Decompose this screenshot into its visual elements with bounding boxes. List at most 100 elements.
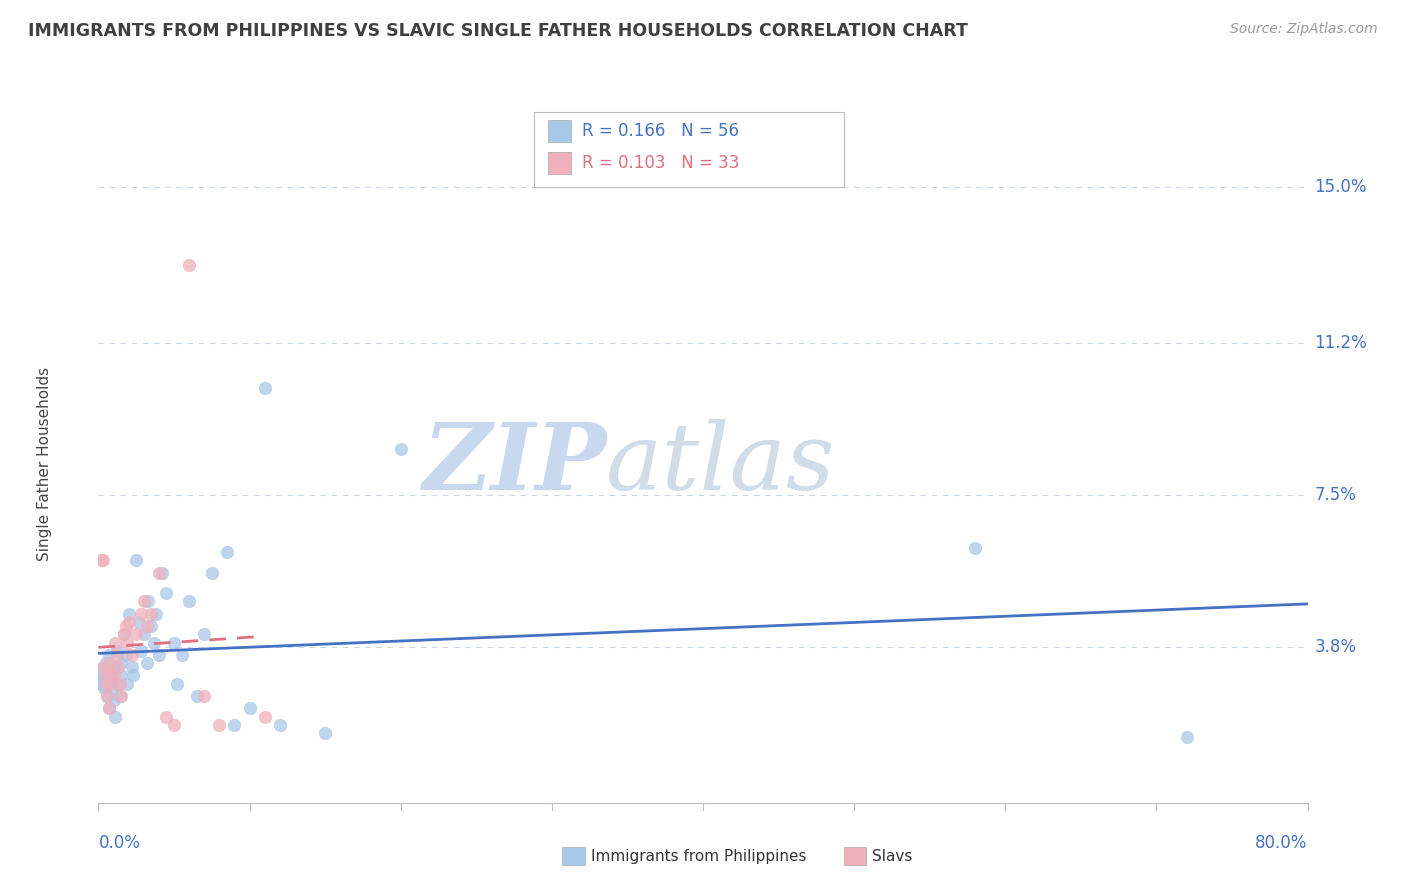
Point (141, 619, 163, 633)
Point (93, 668, 115, 682)
Point (112, 627, 135, 641)
Point (105, 644, 128, 658)
Point (239, 701, 262, 715)
Point (108, 676, 131, 690)
Point (129, 607, 152, 621)
Point (163, 635, 186, 649)
Text: R = 0.166   N = 56: R = 0.166 N = 56 (582, 122, 740, 140)
Point (110, 656, 132, 670)
Point (94, 676, 117, 690)
Point (135, 656, 157, 670)
Point (132, 594, 155, 608)
Point (208, 717, 231, 731)
Point (101, 681, 124, 695)
Point (107, 660, 129, 674)
Point (148, 648, 170, 662)
Point (112, 627, 135, 641)
Text: 15.0%: 15.0% (1315, 178, 1367, 195)
Point (115, 635, 138, 649)
Point (121, 648, 143, 662)
Point (193, 689, 215, 703)
Point (101, 676, 124, 690)
Point (91, 660, 114, 674)
Point (103, 668, 125, 682)
Point (148, 566, 170, 580)
Point (94, 656, 117, 670)
Point (90, 676, 112, 690)
Text: 11.2%: 11.2% (1315, 334, 1368, 351)
Text: Source: ZipAtlas.com: Source: ZipAtlas.com (1230, 22, 1378, 37)
Point (1175, 730, 1198, 744)
Point (143, 635, 166, 649)
Point (98, 648, 121, 662)
Point (125, 553, 148, 567)
Point (150, 566, 173, 580)
Point (163, 717, 186, 731)
Point (90, 553, 112, 567)
Text: 0.0%: 0.0% (98, 834, 141, 852)
Point (91, 553, 114, 567)
Point (136, 594, 159, 608)
Text: Immigrants from Philippines: Immigrants from Philippines (591, 849, 806, 863)
Point (118, 607, 141, 621)
Point (145, 607, 167, 621)
Point (96, 689, 118, 703)
Point (314, 726, 336, 740)
Text: IMMIGRANTS FROM PHILIPPINES VS SLAVIC SINGLE FATHER HOUSEHOLDS CORRELATION CHART: IMMIGRANTS FROM PHILIPPINES VS SLAVIC SI… (28, 22, 967, 40)
Point (110, 668, 132, 682)
Point (186, 689, 208, 703)
Point (100, 668, 122, 682)
Text: 80.0%: 80.0% (1256, 834, 1308, 852)
Point (98, 701, 121, 715)
Point (269, 717, 291, 731)
Point (129, 644, 152, 658)
Point (114, 648, 136, 662)
Point (170, 648, 193, 662)
Point (110, 689, 132, 703)
Point (100, 668, 122, 682)
Point (93, 681, 115, 695)
Point (96, 673, 118, 687)
Point (115, 676, 138, 690)
Point (141, 607, 163, 621)
Text: 3.8%: 3.8% (1315, 638, 1357, 656)
Point (96, 689, 118, 703)
Point (90, 668, 112, 682)
Point (108, 689, 131, 703)
Point (193, 627, 215, 641)
Point (177, 594, 201, 608)
Point (121, 660, 143, 674)
Text: Single Father Households: Single Father Households (37, 367, 52, 561)
Point (94, 668, 117, 682)
Point (224, 717, 246, 731)
Point (253, 381, 276, 395)
Point (389, 442, 412, 457)
Point (114, 619, 136, 633)
Point (135, 619, 157, 633)
Point (215, 545, 238, 559)
Point (177, 258, 201, 272)
Point (125, 627, 148, 641)
Point (103, 660, 125, 674)
Text: ZIP: ZIP (422, 419, 606, 508)
Point (128, 615, 150, 629)
Text: atlas: atlas (606, 419, 835, 508)
Point (91, 673, 114, 687)
Point (122, 668, 145, 682)
Point (104, 635, 127, 649)
Point (155, 709, 177, 723)
Point (253, 709, 276, 723)
Text: R = 0.103   N = 33: R = 0.103 N = 33 (582, 154, 740, 172)
Point (105, 648, 128, 662)
Point (132, 627, 155, 641)
Text: Slavs: Slavs (872, 849, 912, 863)
Text: 7.5%: 7.5% (1315, 485, 1357, 504)
Point (155, 586, 177, 600)
Point (118, 615, 141, 629)
Point (98, 701, 121, 715)
Point (104, 709, 127, 723)
Point (107, 676, 129, 690)
Point (98, 656, 121, 670)
Point (94, 676, 117, 690)
Point (201, 566, 224, 580)
